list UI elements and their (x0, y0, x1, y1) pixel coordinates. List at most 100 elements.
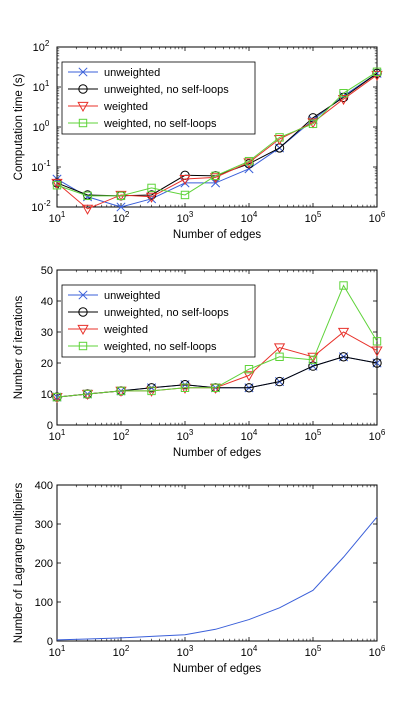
data-point (51, 178, 63, 189)
data-point (273, 343, 286, 354)
data-point (244, 365, 254, 374)
data-point (244, 383, 254, 393)
data-point (339, 281, 348, 290)
legend-marker (78, 67, 88, 77)
data-point (81, 204, 94, 215)
x-tick-label: 104 (241, 428, 258, 443)
legend-marker (78, 84, 88, 94)
data-point (145, 192, 158, 203)
x-tick-label: 105 (305, 210, 322, 225)
series-4 (52, 67, 382, 201)
data-point (337, 94, 350, 106)
chart-2: 101 102 103 104 105 106 0 10 20 30 40 50 Number of e… (13, 265, 386, 459)
x-tick-label: 103 (177, 644, 194, 659)
x-tick-label: 106 (369, 428, 386, 443)
x-tick-label: 101 (49, 428, 66, 443)
y-tick-label: 30 (41, 327, 53, 339)
legend-label: unweighted, no self-loops (104, 84, 229, 96)
data-point (372, 358, 382, 368)
data-point (243, 371, 255, 382)
data-point (275, 133, 284, 142)
legend-label: weighted (103, 101, 148, 113)
x-tick-label: 105 (305, 644, 322, 659)
legend-marker (77, 324, 89, 336)
legend-marker (78, 307, 88, 317)
legend-marker (78, 341, 88, 351)
x-tick-label: 103 (177, 210, 194, 225)
x-tick-label: 102 (113, 428, 130, 443)
x-tick-label: 106 (369, 210, 386, 225)
legend-marker (78, 290, 88, 300)
legend-label: unweighted (104, 67, 160, 79)
legend-label: unweighted (104, 290, 160, 302)
series-line (56, 284, 378, 398)
data-point (83, 389, 92, 399)
legend-label: weighted (103, 324, 148, 336)
y-tick-label: 100 (33, 119, 50, 134)
x-tick-label: 104 (241, 210, 258, 225)
y-tick-label: 20 (41, 358, 53, 370)
data-point (116, 386, 126, 396)
y-tick-label: 100 (35, 597, 53, 609)
legend-marker (77, 101, 89, 113)
y-tick-label: 10-1 (31, 159, 51, 174)
data-point (307, 352, 319, 363)
x-axis-label: Number of edges (173, 229, 261, 241)
data-point (372, 337, 382, 346)
data-point (337, 327, 350, 339)
data-point (83, 191, 92, 201)
data-point (180, 383, 190, 393)
y-tick-label: 10 (41, 389, 53, 401)
legend-label: weighted, no self-loops (103, 118, 217, 130)
data-point (371, 346, 383, 357)
chart-3: 101 102 103 104 105 106 0 100 200 300 400 Number of… (13, 480, 386, 675)
y-tick-label: 101 (33, 79, 50, 94)
data-point (372, 67, 382, 76)
y-axis-label: Number of Lagrange multipliers (13, 483, 25, 644)
x-tick-label: 102 (113, 210, 130, 225)
data-point (308, 119, 318, 129)
data-point (275, 352, 284, 362)
y-tick-label: 400 (35, 480, 53, 492)
y-tick-label: 102 (33, 39, 50, 54)
plot-area (56, 484, 378, 642)
x-axis-label: Number of edges (173, 447, 261, 459)
series-line (56, 516, 378, 641)
data-point (308, 355, 318, 365)
data-point (307, 118, 319, 129)
y-tick-label: 200 (35, 558, 53, 570)
data-point (338, 352, 349, 362)
series-line (56, 74, 378, 210)
x-tick-label: 106 (369, 644, 386, 659)
data-point (339, 88, 348, 98)
x-tick-label: 101 (49, 644, 66, 659)
legend-marker (78, 118, 88, 128)
data-point (244, 164, 254, 174)
y-axis-label: Computation time (s) (13, 73, 25, 180)
data-point (52, 181, 62, 190)
legend: unweighted unweighted, no self-loops weigh… (61, 284, 256, 358)
data-point (243, 158, 255, 169)
x-tick-label: 101 (49, 210, 66, 225)
x-tick-label: 104 (241, 644, 258, 659)
data-point (147, 183, 156, 193)
data-point (274, 376, 285, 387)
y-tick-label: 10-2 (31, 199, 51, 214)
data-point (211, 383, 220, 393)
x-axis-label: Number of edges (173, 663, 261, 675)
series-line (56, 71, 378, 197)
y-axis-label: Number of iterations (13, 295, 25, 399)
series-1 (56, 516, 378, 641)
legend-label: weighted, no self-loops (103, 341, 217, 353)
legend-box (61, 284, 256, 358)
chart-1: 101 102 103 104 105 106 10-2 10-1 100 101 102 Numbe… (13, 39, 386, 241)
x-tick-label: 103 (177, 428, 194, 443)
x-tick-label: 105 (305, 428, 322, 443)
data-point (116, 191, 126, 201)
x-tick-label: 102 (113, 644, 130, 659)
legend-box (61, 61, 256, 135)
y-tick-label: 50 (41, 265, 53, 277)
y-tick-label: 0 (47, 420, 53, 432)
y-tick-label: 300 (35, 519, 53, 531)
